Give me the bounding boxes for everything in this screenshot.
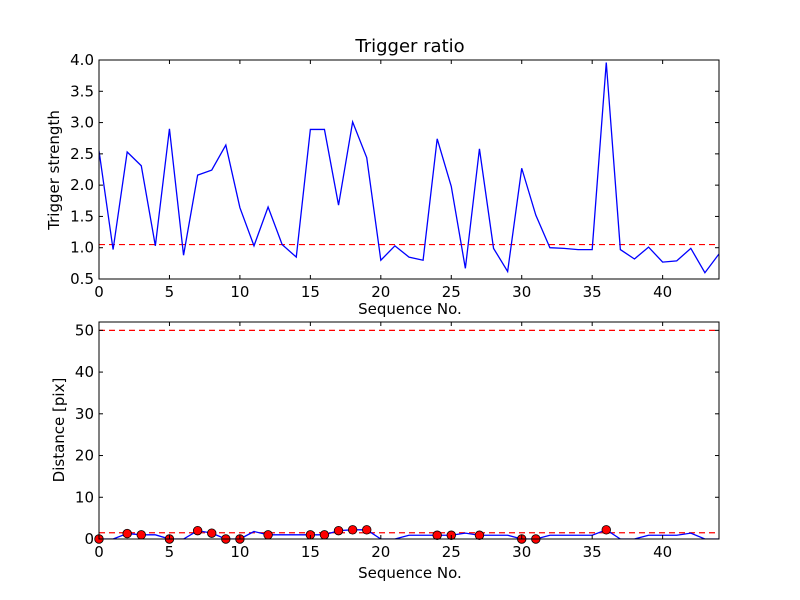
bottom-plot-x-tick-label: 25 [442, 543, 461, 561]
top-plot-y-tick-label: 1.5 [70, 207, 94, 225]
bottom-plot-data-point [474, 530, 485, 540]
top-plot-x-tick-label: 0 [94, 283, 104, 301]
top-plot-x-tick-label: 10 [230, 283, 249, 301]
top-plot: Trigger ratio Sequence No. Trigger stren… [45, 36, 720, 318]
bottom-plot-data-point [362, 525, 372, 535]
bottom-plot-data-point [192, 525, 203, 536]
top-plot-x-tick-label: 5 [165, 283, 175, 301]
top-plot-series-line [99, 62, 719, 274]
top-plot-y-tick-label: 3.0 [70, 114, 94, 132]
bottom-plot-data-point [601, 525, 611, 535]
bottom-plot: Sequence No. Distance [pix] 0 5 10 15 20 25 30… [50, 321, 720, 582]
bottom-plot-y-tick-label: 50 [75, 321, 94, 339]
top-plot-y-tick-label: 2.0 [70, 176, 94, 194]
bottom-plot-data-point [333, 525, 344, 536]
bottom-plot-series-line [99, 529, 719, 539]
top-plot-y-tick-label: 0.5 [70, 270, 94, 288]
top-plot-y-tick-label: 3.5 [70, 82, 94, 100]
bottom-plot-y-tick-label: 30 [75, 405, 94, 423]
bottom-plot-y-tick-label: 20 [75, 447, 94, 465]
top-plot-area [99, 60, 719, 279]
top-plot-x-tick-label: 40 [653, 283, 672, 301]
top-plot-title: Trigger ratio [354, 36, 464, 57]
top-plot-y-label: Trigger strength [45, 110, 63, 231]
bottom-plot-x-tick-label: 30 [512, 543, 531, 561]
top-plot-frame [98, 59, 720, 280]
bottom-plot-y-label: Distance [pix] [50, 378, 68, 483]
bottom-plot-x-tick-label: 35 [583, 543, 602, 561]
bottom-plot-data-point [207, 528, 217, 538]
top-plot-x-tick-label: 15 [301, 283, 320, 301]
bottom-plot-x-label: Sequence No. [358, 564, 462, 582]
top-plot-y-tick-label: 2.5 [70, 145, 94, 163]
bottom-plot-data-point [347, 525, 358, 535]
bottom-plot-x-tick-label: 5 [165, 543, 175, 561]
bottom-plot-x-tick-label: 15 [301, 543, 320, 561]
bottom-plot-y-tick-label: 0 [84, 530, 94, 548]
bottom-plot-area [99, 322, 719, 539]
top-plot-y-tick-label: 1.0 [70, 239, 94, 257]
bottom-plot-data-point [432, 530, 442, 540]
bottom-plot-x-tick-label: 20 [371, 543, 390, 561]
bottom-plot-y-tick-label: 40 [75, 363, 94, 381]
bottom-plot-frame [98, 321, 720, 540]
bottom-plot-data-point [263, 530, 273, 540]
bottom-plot-x-tick-label: 40 [653, 543, 672, 561]
bottom-plot-x-tick-label: 0 [94, 543, 104, 561]
top-plot-x-tick-label: 35 [583, 283, 602, 301]
top-plot-x-tick-label: 30 [512, 283, 531, 301]
bottom-plot-y-tick-label: 10 [75, 488, 94, 506]
bottom-plot-data-point [136, 530, 146, 540]
bottom-plot-data-point [319, 530, 330, 540]
bottom-plot-data-point [122, 528, 132, 539]
top-plot-x-tick-label: 25 [442, 283, 461, 301]
top-plot-x-label: Sequence No. [358, 300, 462, 318]
top-plot-y-tick-label: 4.0 [70, 51, 94, 69]
top-plot-x-tick-label: 20 [371, 283, 390, 301]
bottom-plot-x-tick-label: 10 [230, 543, 249, 561]
